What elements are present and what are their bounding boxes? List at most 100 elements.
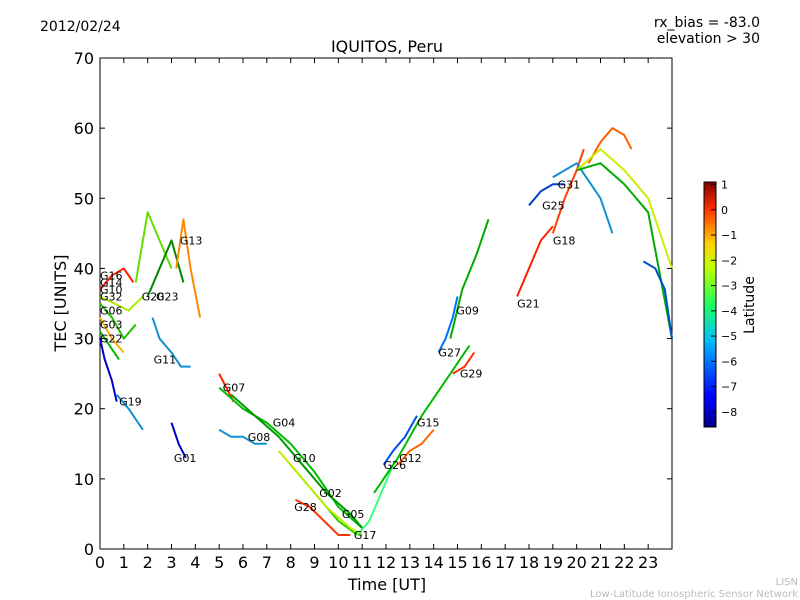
satellite-label-27: G21 [517, 298, 540, 311]
x-tick-label-19: 19 [543, 553, 563, 572]
x-tick-label-0: 0 [95, 553, 105, 572]
satellite-label-4: G06 [100, 305, 123, 318]
satellite-label-14: G04 [273, 417, 296, 430]
satellite-label-30: G31 [558, 178, 581, 191]
satellite-label-6: G22 [100, 333, 123, 346]
chart-title: IQUITOS, Peru [331, 37, 443, 56]
satellite-label-26: G09 [456, 305, 479, 318]
series-line-33 [642, 260, 673, 339]
x-tick-label-17: 17 [495, 553, 515, 572]
series-line-29 [552, 162, 614, 234]
satellite-label-17: G28 [294, 501, 317, 514]
satellite-label-0: G16 [100, 269, 123, 282]
satellite-label-18: G02 [319, 487, 342, 500]
elevation-label: elevation > 30 [657, 31, 760, 47]
tick-layer: 0 1 2 3 4 5 6 7 8 9 10 11 12 13 14 15 16 17 18 19 20 21 22 2301… [74, 49, 672, 572]
series-line-32 [576, 162, 673, 339]
satellite-label-1: G14 [100, 276, 123, 289]
series-line-3 [99, 317, 125, 354]
series-line-21 [397, 429, 435, 466]
x-tick-label-2: 2 [143, 553, 153, 572]
x-tick-label-10: 10 [328, 553, 348, 572]
satellite-label-19: G05 [342, 508, 365, 521]
y-tick-label-7: 70 [74, 49, 94, 68]
credit-short: LISN [776, 577, 798, 588]
x-tick-label-6: 6 [238, 553, 248, 572]
colorbar-tick-label-9: −8 [721, 406, 737, 419]
satellite-label-21: G26 [384, 459, 407, 472]
x-tick-label-11: 11 [352, 553, 372, 572]
x-tick-label-21: 21 [590, 553, 610, 572]
satellite-label-23: G15 [417, 417, 440, 430]
y-tick-label-5: 50 [74, 189, 94, 208]
series-line-11 [170, 422, 187, 459]
series-line-19 [356, 464, 395, 536]
x-tick-label-1: 1 [119, 553, 129, 572]
x-tick-label-7: 7 [262, 553, 272, 572]
colorbar-tick-label-1: 0 [721, 204, 728, 217]
y-tick-label-3: 30 [74, 330, 94, 349]
series-line-10 [151, 317, 191, 368]
series-line-18 [277, 450, 363, 536]
x-tick-label-5: 5 [214, 553, 224, 572]
y-tick-label-4: 40 [74, 259, 94, 278]
satellite-label-layer: G16G14G10G32G06G03G22G19G20G23G13G11G01G… [100, 178, 580, 542]
x-tick-label-14: 14 [423, 553, 443, 572]
series-line-24 [452, 352, 476, 375]
satellite-label-3: G32 [100, 290, 123, 303]
x-tick-label-23: 23 [638, 553, 658, 572]
satellite-label-2: G10 [100, 283, 123, 296]
series-layer [99, 127, 673, 536]
series-line-0 [99, 267, 135, 291]
colorbar-tick-label-5: −4 [721, 305, 737, 318]
series-line-15 [230, 393, 363, 529]
series-line-22 [373, 345, 471, 494]
colorbar-tick-label-6: −5 [721, 330, 737, 343]
series-line-13 [218, 428, 267, 445]
credit-long: Low-Latitude Ionospheric Sensor Network [590, 589, 798, 600]
series-line-6 [115, 394, 144, 431]
x-tick-label-22: 22 [614, 553, 634, 572]
satellite-label-13: G07 [223, 382, 246, 395]
satellite-label-25: G29 [460, 368, 483, 381]
satellite-label-11: G11 [154, 354, 177, 367]
y-tick-label-6: 60 [74, 119, 94, 138]
x-tick-label-9: 9 [309, 553, 319, 572]
series-line-30 [587, 127, 633, 164]
satellite-label-12: G01 [174, 452, 197, 465]
colorbar-gradient [703, 181, 717, 428]
colorbar-tick-label-4: −3 [721, 280, 737, 293]
colorbar-tick-label-0: 1 [721, 179, 728, 192]
satellite-label-10: G13 [180, 234, 203, 247]
x-tick-label-4: 4 [190, 553, 200, 572]
series-line-1 [99, 295, 144, 312]
x-tick-label-16: 16 [471, 553, 491, 572]
x-tick-label-8: 8 [286, 553, 296, 572]
colorbar-ticks: 1 0 −1 −2 −3 −4 −5 −6 −7 −8 [711, 179, 737, 419]
rx-bias-label: rx_bias = -83.0 [654, 15, 760, 31]
satellite-label-9: G23 [156, 290, 179, 303]
satellite-label-28: G18 [553, 234, 576, 247]
x-tick-label-12: 12 [376, 553, 396, 572]
series-line-14 [218, 386, 363, 529]
satellite-label-20: G17 [354, 529, 377, 542]
series-line-23 [437, 296, 459, 354]
colorbar-label: Latitude [742, 276, 758, 334]
x-tick-label-20: 20 [566, 553, 586, 572]
series-line-26 [516, 225, 554, 297]
colorbar-tick-label-8: −7 [721, 381, 737, 394]
colorbar-tick-label-2: −1 [721, 229, 737, 242]
x-axis-label: Time [UT] [347, 575, 426, 594]
series-line-4 [99, 330, 120, 361]
series-line-28 [528, 183, 565, 206]
x-tick-label-18: 18 [519, 553, 539, 572]
satellite-label-29: G25 [542, 199, 565, 212]
satellite-label-5: G03 [100, 319, 123, 332]
series-line-9 [175, 218, 202, 318]
series-line-2 [99, 302, 137, 340]
plot-frame [99, 57, 673, 550]
series-line-25 [449, 219, 490, 339]
satellite-label-16: G10 [293, 452, 316, 465]
y-tick-label-1: 10 [74, 470, 94, 489]
